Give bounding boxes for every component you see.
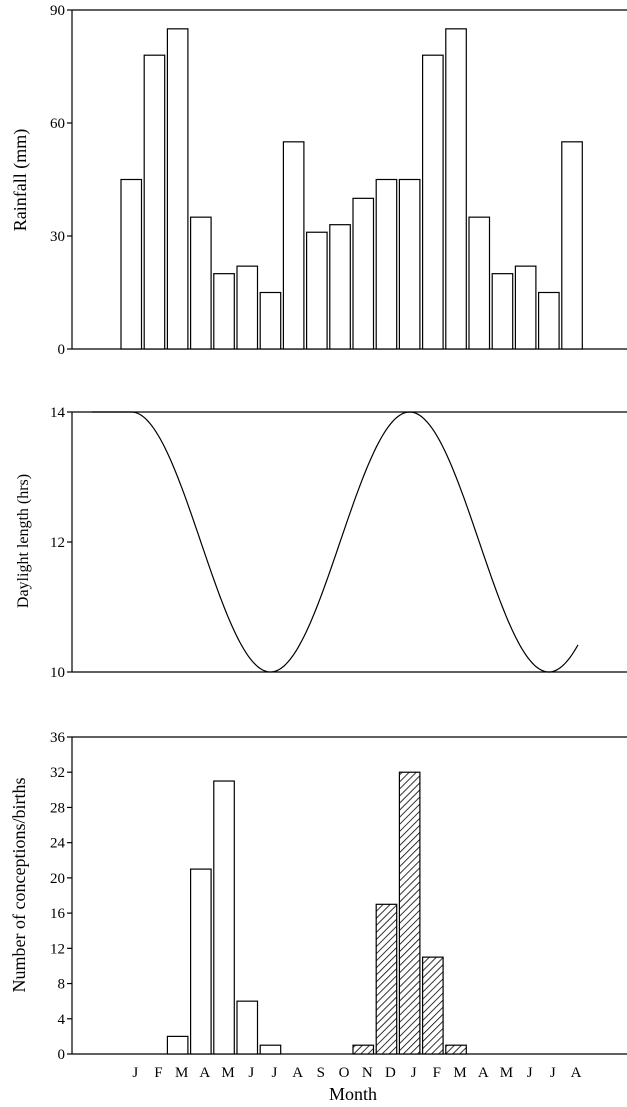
conceptions-y-tick-label: 0	[58, 1047, 66, 1063]
births-bar	[352, 1044, 375, 1055]
conceptions-y-tick-label: 36	[50, 730, 66, 746]
month-label: J	[411, 1065, 417, 1081]
conceptions-bar	[259, 1044, 282, 1055]
month-label: J	[550, 1065, 556, 1081]
conceptions-bar	[166, 1035, 189, 1055]
month-label: J	[248, 1065, 254, 1081]
rainfall-bar	[282, 141, 305, 350]
rainfall-bar	[166, 28, 189, 350]
month-label: J	[272, 1065, 278, 1081]
rainfall-bars	[120, 28, 583, 350]
daylight-panel: Daylight length (hrs) 10 12 14	[15, 405, 627, 681]
rainfall-bar	[352, 197, 375, 350]
month-label: D	[385, 1065, 396, 1081]
month-label: M	[175, 1065, 188, 1081]
births-bar	[422, 956, 444, 1055]
rainfall-bar	[120, 178, 143, 350]
conceptions-bar	[236, 1000, 259, 1055]
conceptions-axes: 0 4 8 12 16 20 24 28 32 36	[50, 730, 627, 1063]
rainfall-bar	[422, 54, 444, 350]
month-label: M	[500, 1065, 513, 1081]
month-label: A	[571, 1065, 582, 1081]
month-label: S	[317, 1065, 325, 1081]
daylight-axes: 10 12 14	[50, 405, 627, 681]
conceptions-y-tick-label: 32	[50, 765, 65, 781]
month-label: A	[199, 1065, 210, 1081]
rainfall-bar	[468, 216, 491, 350]
rainfall-bar	[445, 28, 467, 350]
rainfall-bar	[143, 54, 166, 350]
rainfall-bar	[491, 273, 514, 350]
rainfall-bar	[259, 291, 282, 350]
conceptions-bar	[190, 868, 212, 1055]
rainfall-bar	[514, 265, 537, 350]
month-label: F	[154, 1065, 162, 1081]
rainfall-y-tick-label: 60	[50, 116, 65, 132]
rainfall-y-tick-label: 0	[58, 342, 66, 358]
rainfall-y-tick-label: 30	[50, 229, 65, 245]
births-bar	[398, 771, 421, 1055]
rainfall-panel: Rainfall (mm) 0 30 60 90	[10, 3, 627, 358]
month-label: A	[478, 1065, 489, 1081]
daylight-y-tick-label: 14	[50, 405, 66, 421]
month-label: F	[433, 1065, 441, 1081]
rainfall-bar	[236, 265, 259, 350]
rainfall-bar	[398, 178, 421, 350]
births-bar	[445, 1044, 467, 1055]
daylight-y-tick-label: 12	[50, 535, 65, 551]
conceptions-bars	[166, 771, 467, 1055]
rainfall-bar	[329, 224, 351, 350]
month-label: J	[527, 1065, 533, 1081]
conceptions-panel: Number of conceptions/births 0 4 8 12 16 20 24…	[9, 730, 627, 1104]
conceptions-y-tick-label: 12	[50, 941, 65, 957]
month-label: M	[221, 1065, 234, 1081]
conceptions-y-tick-label: 24	[50, 836, 66, 852]
rainfall-bar	[375, 178, 398, 350]
conceptions-y-tick-label: 20	[50, 871, 65, 887]
conceptions-y-axis-title: Number of conceptions/births	[9, 778, 29, 993]
conceptions-y-tick-label: 4	[58, 1012, 66, 1028]
month-label: N	[362, 1065, 373, 1081]
rainfall-bar	[561, 141, 583, 350]
rainfall-y-tick-label: 90	[50, 3, 65, 19]
month-label: A	[292, 1065, 303, 1081]
conceptions-y-tick-label: 28	[50, 800, 65, 816]
month-label: M	[453, 1065, 466, 1081]
x-axis-title: Month	[329, 1084, 377, 1104]
births-bar	[375, 903, 398, 1055]
conceptions-y-tick-label: 16	[50, 906, 66, 922]
month-label: O	[339, 1065, 350, 1081]
rainfall-bar	[306, 231, 328, 350]
month-label: J	[132, 1065, 138, 1081]
conceptions-bar	[213, 780, 235, 1055]
rainfall-bar	[213, 273, 235, 350]
daylight-y-tick-label: 10	[50, 665, 65, 681]
conceptions-y-tick-label: 8	[58, 977, 66, 993]
rainfall-bar	[190, 216, 212, 350]
rainfall-y-axis-title: Rainfall (mm)	[10, 129, 31, 231]
daylight-y-axis-title: Daylight length (hrs)	[15, 474, 32, 608]
daylight-curve	[92, 411, 579, 673]
rainfall-bar	[537, 291, 560, 350]
